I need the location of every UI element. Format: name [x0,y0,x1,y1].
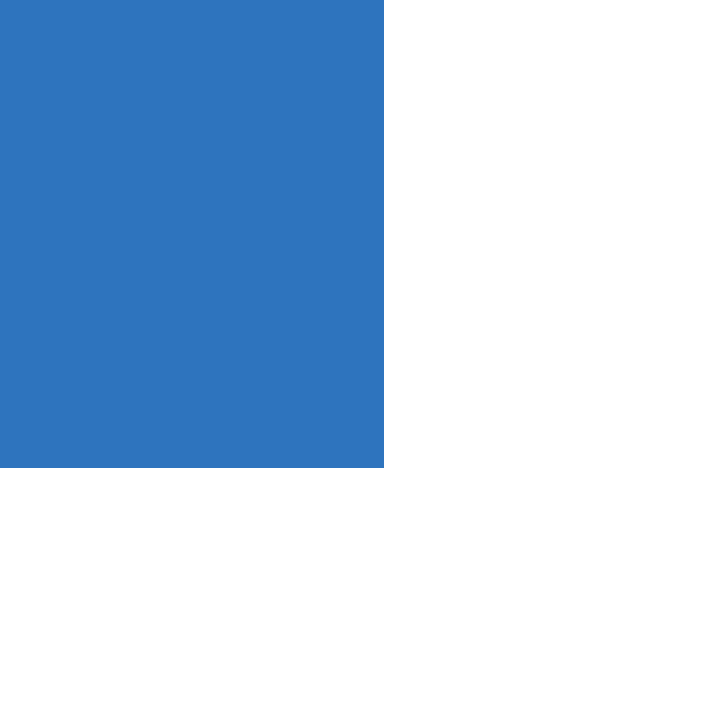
blue-panel [0,0,384,468]
